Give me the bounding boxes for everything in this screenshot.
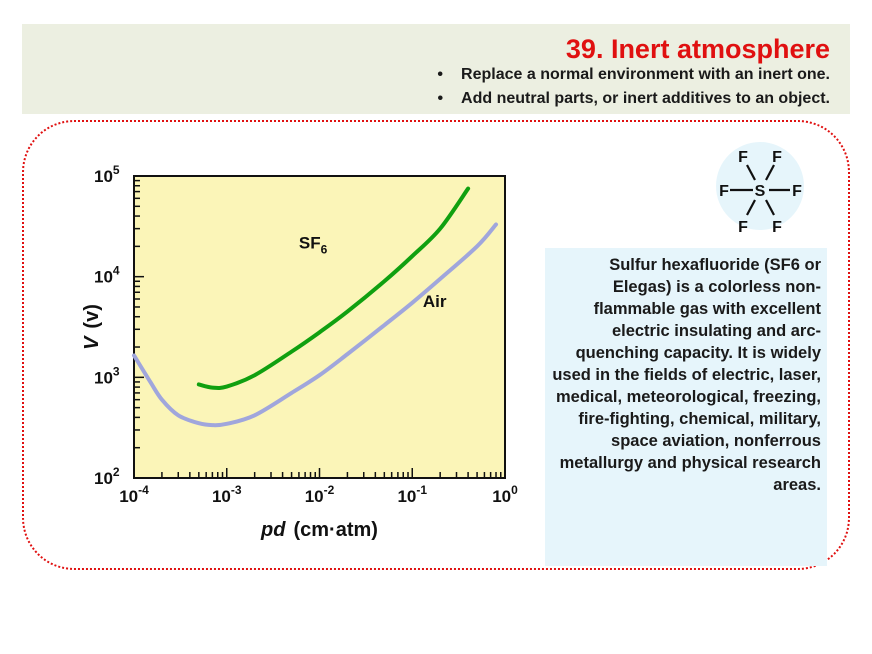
x-tick-label: 10-1 [397, 483, 427, 506]
x-axis-title: pd (cm·atm) [260, 519, 378, 540]
plot-area [133, 175, 506, 479]
x-tick-label: 100 [492, 483, 518, 506]
bullet-text: Add neutral parts, or inert additives to… [461, 90, 830, 107]
y-tick-label: 102 [94, 465, 120, 488]
series-line-air [132, 222, 499, 428]
sulfur-atom: S [755, 183, 766, 200]
y-tick-label: 105 [94, 163, 120, 186]
fluorine-atom: F [772, 149, 782, 166]
content-frame [22, 120, 850, 570]
fluorine-atom: F [719, 183, 729, 200]
bullet-item: • Replace a normal environment with an in… [437, 66, 830, 84]
y-tick-label: 103 [94, 364, 120, 387]
molecule-backdrop [716, 142, 804, 230]
bullet-icon: • [437, 90, 444, 107]
x-tick-label: 10-2 [305, 483, 335, 506]
bullet-text: Replace a normal environment with an ine… [461, 66, 830, 83]
bullet-icon: • [437, 66, 444, 83]
header-banner: 39. Inert atmosphere • Replace a normal e… [22, 24, 850, 114]
slide-title: 39. Inert atmosphere [565, 34, 830, 64]
y-axis-title: V(v) [81, 304, 103, 350]
series-line-sf6 [196, 186, 471, 391]
y-tick-label: 104 [94, 264, 120, 287]
fluorine-atom: F [792, 183, 802, 200]
fluorine-atom: F [772, 219, 782, 236]
bullet-item: • Add neutral parts, or inert additives t… [437, 90, 830, 108]
fluorine-atom: F [738, 219, 748, 236]
x-tick-label: 10-3 [212, 483, 242, 506]
description-text: Sulfur hexafluoride (SF6 or Elegas) is a… [552, 256, 821, 494]
x-tick-label: 10-4 [119, 483, 149, 506]
sf6-molecule-diagram: S F F F F F F [716, 142, 804, 236]
breakdown-voltage-chart: 10-4 10-3 10-2 10-1 100 102 103 104 105 SF6 Air… [81, 163, 518, 540]
series-label-sf6: SF6 [299, 234, 328, 257]
fluorine-atom: F [738, 149, 748, 166]
series-label-air: Air [423, 292, 447, 311]
description-box: Sulfur hexafluoride (SF6 or Elegas) is a… [545, 248, 827, 566]
